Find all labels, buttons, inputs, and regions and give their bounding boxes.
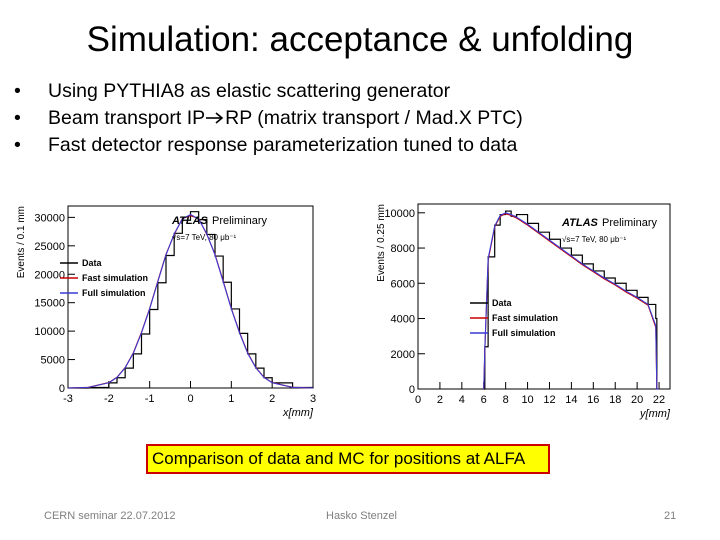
bullet-item: • Using PYTHIA8 as elastic scattering gen… xyxy=(14,78,523,105)
page-number: 21 xyxy=(664,510,677,522)
series-line-full-simulation xyxy=(483,212,660,390)
y-tick-label: 30000 xyxy=(34,212,65,224)
legend-label: Fast simulation xyxy=(82,273,148,283)
x-tick-label: -1 xyxy=(145,393,155,405)
x-tick-label: 16 xyxy=(587,394,599,406)
energy-label: √s=7 TeV, 80 μb⁻¹ xyxy=(562,235,626,244)
y-tick-label: 2000 xyxy=(391,349,415,361)
x-position-plot: 0 5000 10000 15000 20000 25000 30000 -3 -2 -1 0 1 2 3… xyxy=(16,205,316,419)
y-axis-label: Events / 0.1 mm xyxy=(16,206,27,278)
y-tick-label: 5000 xyxy=(41,355,65,367)
bullet-dot: • xyxy=(14,107,21,129)
x-tick-label: 10 xyxy=(521,394,533,406)
x-tick-label: 14 xyxy=(565,394,577,406)
y-tick-label: 20000 xyxy=(34,269,65,281)
x-tick-label: 0 xyxy=(187,393,193,405)
bullet-dot: • xyxy=(14,134,21,156)
x-tick-label: 4 xyxy=(459,394,465,406)
bullet-item: • Fast detector response parameterization… xyxy=(14,132,523,159)
atlas-label: ATLAS xyxy=(171,215,209,227)
legend-label: Full simulation xyxy=(492,328,556,338)
bullet-text: Beam transport IP xyxy=(48,107,206,129)
y-tick-label: 0 xyxy=(59,383,65,395)
x-tick-label: 20 xyxy=(631,394,643,406)
x-tick-label: -2 xyxy=(104,393,114,405)
atlas-sublabel: Preliminary xyxy=(602,217,658,229)
footer-event: CERN seminar 22.07.2012 xyxy=(44,510,176,522)
legend-label: Data xyxy=(492,298,513,308)
bullet-list: • Using PYTHIA8 as elastic scattering gen… xyxy=(14,78,523,159)
legend-label: Full simulation xyxy=(82,288,146,298)
x-tick-label: 18 xyxy=(609,394,621,406)
energy-label: √s=7 TeV, 80 μb⁻¹ xyxy=(172,233,236,242)
x-tick-label: 1 xyxy=(228,393,234,405)
y-tick-label: 4000 xyxy=(391,314,415,326)
y-axis-label: Events / 0.25 mm xyxy=(376,204,387,282)
x-axis-label: x[mm] xyxy=(282,407,314,419)
bullet-text: Using PYTHIA8 as elastic scattering gene… xyxy=(48,80,451,102)
atlas-sublabel: Preliminary xyxy=(212,215,268,227)
bullet-text: Fast detector response parameterization … xyxy=(48,134,518,156)
y-tick-label: 10000 xyxy=(34,326,65,338)
legend-label: Data xyxy=(82,258,103,268)
bullet-dot: • xyxy=(14,80,21,102)
x-axis-label: y[mm] xyxy=(639,408,671,420)
y-tick-label: 15000 xyxy=(34,298,65,310)
footer-author: Hasko Stenzel xyxy=(326,510,397,522)
x-tick-label: 0 xyxy=(415,394,421,406)
y-position-plot: 0 2000 4000 6000 8000 10000 0 2 4 6 8 10 12 14 16 18 20 2… xyxy=(376,203,671,420)
x-tick-label: 3 xyxy=(310,393,316,405)
bullet-text: RP (matrix transport / Mad.X PTC) xyxy=(225,107,523,129)
slide-title: Simulation: acceptance & unfolding xyxy=(86,20,634,59)
legend-label: Fast simulation xyxy=(492,313,558,323)
x-tick-label: 6 xyxy=(481,394,487,406)
x-tick-label: 2 xyxy=(269,393,275,405)
x-tick-label: 2 xyxy=(437,394,443,406)
series-line-full-simulation xyxy=(67,213,314,389)
y-tick-label: 8000 xyxy=(391,243,415,255)
x-tick-label: 8 xyxy=(503,394,509,406)
y-tick-label: 6000 xyxy=(391,278,415,290)
plot-frame xyxy=(417,203,671,390)
atlas-label: ATLAS xyxy=(561,217,599,229)
arrow-right-icon xyxy=(206,112,224,124)
series-line-data xyxy=(483,210,660,390)
x-tick-label: 22 xyxy=(653,394,665,406)
x-tick-label: 12 xyxy=(543,394,555,406)
bullet-item: • Beam transport IP RP (matrix transport /… xyxy=(14,105,523,132)
x-tick-label: -3 xyxy=(63,393,73,405)
y-tick-label: 10000 xyxy=(384,208,415,220)
figure-caption: Comparison of data and MC for positions … xyxy=(146,444,550,474)
y-tick-label: 0 xyxy=(409,384,415,396)
y-tick-label: 25000 xyxy=(34,241,65,253)
